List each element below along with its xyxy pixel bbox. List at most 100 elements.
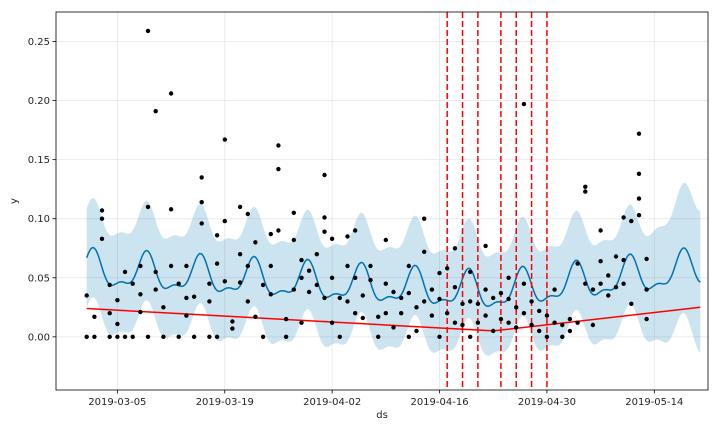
observed-point: [260, 282, 266, 288]
observed-point: [314, 252, 319, 257]
observed-point: [329, 320, 335, 325]
observed-point: [184, 263, 189, 269]
observed-point: [391, 289, 396, 295]
observed-point: [237, 252, 243, 257]
observed-point: [391, 325, 396, 330]
observed-point: [222, 137, 227, 142]
observed-point: [598, 228, 603, 233]
observed-point: [491, 295, 496, 301]
observed-point: [353, 228, 358, 233]
observed-point: [145, 334, 151, 339]
observed-point: [322, 172, 327, 178]
observed-point: [107, 311, 112, 316]
observed-point: [537, 308, 542, 314]
x-tick-label: 2019-04-16: [410, 397, 468, 408]
observed-point: [306, 268, 312, 273]
observed-point: [191, 334, 197, 339]
observed-point: [199, 221, 204, 226]
observed-point: [345, 299, 350, 304]
observed-point: [452, 246, 458, 251]
observed-point: [429, 287, 435, 292]
observed-point: [460, 301, 465, 306]
observed-point: [529, 322, 534, 328]
observed-point: [115, 321, 120, 327]
observed-point: [383, 237, 388, 243]
observed-point: [360, 315, 365, 321]
observed-point: [153, 269, 158, 275]
observed-point: [168, 263, 174, 269]
observed-point: [552, 320, 557, 325]
observed-point: [429, 313, 435, 318]
observed-point: [276, 228, 281, 233]
y-tick-label: 0.15: [28, 155, 50, 166]
plot-frame: [55, 11, 709, 391]
observed-point: [567, 328, 573, 334]
observed-point: [214, 261, 220, 266]
observed-point: [636, 196, 642, 201]
observed-point: [145, 204, 151, 210]
observed-point: [606, 293, 611, 298]
forecast-line: [86, 246, 701, 307]
observed-point: [245, 263, 250, 269]
observed-point: [422, 249, 427, 254]
observed-point: [353, 311, 358, 316]
observed-point: [253, 240, 258, 245]
observed-point: [176, 281, 181, 286]
observed-point: [99, 208, 105, 213]
observed-point: [107, 334, 112, 339]
observed-point: [544, 334, 550, 339]
observed-point: [245, 299, 250, 304]
observed-point: [414, 328, 419, 334]
observed-point: [253, 314, 258, 319]
observed-point: [437, 270, 442, 276]
observed-point: [590, 322, 596, 328]
observed-point: [299, 275, 304, 280]
observed-point: [214, 334, 220, 339]
observed-point: [491, 328, 496, 334]
observed-points: [84, 28, 649, 339]
observed-point: [483, 287, 488, 292]
observed-point: [560, 334, 565, 339]
observed-point: [498, 290, 504, 296]
observed-point: [138, 309, 143, 315]
observed-point: [207, 299, 212, 304]
observed-point: [598, 259, 603, 264]
observed-point: [99, 216, 105, 221]
observed-point: [629, 301, 634, 306]
observed-point: [560, 322, 565, 328]
observed-point: [176, 334, 181, 339]
observed-point: [276, 143, 281, 148]
observed-point: [383, 281, 388, 286]
observed-point: [360, 293, 365, 298]
observed-point: [644, 287, 649, 292]
observed-point: [314, 282, 319, 288]
observed-point: [268, 292, 273, 297]
observed-point: [468, 299, 473, 304]
observed-point: [337, 295, 342, 301]
observed-point: [268, 263, 273, 269]
observed-point: [506, 275, 511, 280]
observed-point: [84, 334, 89, 339]
observed-point: [168, 207, 174, 212]
observed-point: [636, 171, 642, 176]
x-tick-label: 2019-04-30: [518, 397, 576, 408]
observed-point: [283, 316, 289, 322]
observed-point: [506, 296, 511, 302]
observed-point: [329, 236, 335, 241]
observed-point: [214, 233, 220, 238]
observed-point: [322, 215, 327, 220]
observed-point: [322, 229, 327, 234]
x-axis-ticks: 2019-03-05 2019-03-19 2019-04-02 2019-04-16…: [88, 390, 683, 408]
observed-point: [92, 314, 97, 319]
observed-point: [207, 334, 212, 339]
observed-point: [291, 287, 296, 292]
observed-point: [115, 334, 120, 339]
observed-point: [606, 273, 611, 278]
x-axis-label: ds: [376, 410, 388, 421]
observed-point: [521, 311, 527, 316]
observed-point: [598, 281, 603, 286]
observed-point: [122, 334, 128, 339]
observed-point: [636, 213, 642, 218]
observed-point: [299, 257, 304, 263]
